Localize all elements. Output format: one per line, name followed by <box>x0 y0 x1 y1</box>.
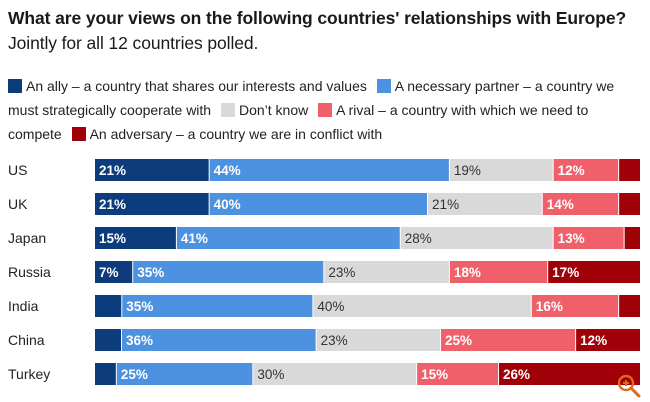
data-label-turkey-adversary: 26% <box>503 367 530 382</box>
data-label-us-ally: 21% <box>99 163 126 178</box>
data-label-uk-ally: 21% <box>99 197 126 212</box>
legend-label-rival: A rival – a country with which we need t… <box>8 102 589 142</box>
bar-us-dont-know <box>449 159 553 181</box>
data-label-us-dont-know: 19% <box>454 163 481 178</box>
data-label-china-dont-know: 23% <box>321 333 348 348</box>
bar-us-ally <box>95 159 209 181</box>
data-label-turkey-partner: 25% <box>121 367 148 382</box>
bar-russia-partner <box>133 261 324 283</box>
bar-india-adversary <box>619 295 640 317</box>
category-label-india: India <box>8 298 39 314</box>
data-label-turkey-rival: 15% <box>421 367 448 382</box>
data-label-japan-partner: 41% <box>181 231 208 246</box>
chart-title-bold: What are your views on the following cou… <box>8 8 627 28</box>
data-label-india-partner: 35% <box>126 299 153 314</box>
bar-china-partner <box>122 329 316 351</box>
data-label-us-rival: 12% <box>558 163 585 178</box>
bar-uk-adversary <box>619 193 640 215</box>
bar-us-partner <box>209 159 449 181</box>
data-label-japan-ally: 15% <box>99 231 126 246</box>
chart-title: What are your views on the following cou… <box>8 6 638 56</box>
legend-label-ally: An ally – a country that shares our inte… <box>26 78 367 94</box>
bar-india-dont-know <box>313 295 531 317</box>
bar-india-rival <box>531 295 619 317</box>
data-label-uk-partner: 40% <box>214 197 241 212</box>
category-label-china: China <box>8 332 45 348</box>
category-label-japan: Japan <box>8 230 46 246</box>
bar-china-rival <box>440 329 576 351</box>
bar-uk-ally <box>95 193 209 215</box>
bar-china-adversary <box>576 329 640 351</box>
legend-swatch-rival <box>318 103 333 117</box>
data-label-russia-dont-know: 23% <box>328 265 355 280</box>
data-label-russia-partner: 35% <box>137 265 164 280</box>
category-label-us: US <box>8 162 27 178</box>
bar-china-dont-know <box>316 329 440 351</box>
bar-japan-rival <box>553 227 624 249</box>
legend-item-dont-know: Don’t know <box>220 102 309 118</box>
bar-japan-partner <box>176 227 400 249</box>
legend-label-adversary: An adversary – a country we are in confl… <box>89 126 383 142</box>
data-label-japan-dont-know: 28% <box>405 231 432 246</box>
data-label-turkey-dont-know: 30% <box>257 367 284 382</box>
data-label-china-adversary: 12% <box>580 333 607 348</box>
bar-russia-dont-know <box>324 261 449 283</box>
bar-china-ally <box>95 329 122 351</box>
bar-india-partner <box>122 295 313 317</box>
legend-label-partner: A necessary partner – a country we must … <box>8 78 615 118</box>
category-label-russia: Russia <box>8 264 51 280</box>
data-label-russia-rival: 18% <box>454 265 481 280</box>
legend-item-ally: An ally – a country that shares our inte… <box>8 78 367 94</box>
data-label-russia-adversary: 17% <box>552 265 579 280</box>
data-label-china-rival: 25% <box>445 333 472 348</box>
bar-uk-partner <box>209 193 428 215</box>
data-label-russia-ally: 7% <box>99 265 119 280</box>
bar-russia-ally <box>95 261 133 283</box>
legend-swatch-adversary <box>71 127 86 141</box>
data-label-japan-rival: 13% <box>558 231 585 246</box>
magnifier-icon[interactable] <box>616 373 642 399</box>
bar-turkey-adversary <box>499 363 640 385</box>
bar-russia-rival <box>449 261 548 283</box>
data-label-uk-dont-know: 21% <box>432 197 459 212</box>
bar-us-adversary <box>619 159 640 181</box>
bar-japan-adversary <box>624 227 640 249</box>
bar-india-ally <box>95 295 122 317</box>
bar-turkey-dont-know <box>253 363 417 385</box>
bar-turkey-ally <box>95 363 116 385</box>
bar-uk-rival <box>542 193 619 215</box>
data-label-uk-rival: 14% <box>547 197 574 212</box>
legend-item-adversary: An adversary – a country we are in confl… <box>71 126 383 142</box>
bar-japan-ally <box>95 227 176 249</box>
bar-japan-dont-know <box>400 227 553 249</box>
bar-russia-adversary <box>548 261 640 283</box>
legend-swatch-partner <box>376 79 391 93</box>
bar-uk-dont-know <box>428 193 542 215</box>
data-label-china-partner: 36% <box>126 333 153 348</box>
legend-swatch-dont-know <box>220 103 235 117</box>
category-label-uk: UK <box>8 196 28 212</box>
legend-item-rival: A rival – a country with which we need t… <box>8 102 588 142</box>
data-label-us-partner: 44% <box>214 163 241 178</box>
bar-turkey-partner <box>116 363 253 385</box>
category-label-turkey: Turkey <box>8 366 50 382</box>
legend: An ally – a country that shares our inte… <box>8 74 648 146</box>
data-label-india-dont-know: 40% <box>317 299 344 314</box>
data-label-india-rival: 16% <box>536 299 563 314</box>
bar-turkey-rival <box>417 363 499 385</box>
legend-item-partner: A necessary partner – a country we must … <box>8 78 614 118</box>
bar-us-rival <box>553 159 619 181</box>
chart-title-rest: Jointly for all 12 countries polled. <box>8 33 259 53</box>
legend-swatch-ally <box>8 79 22 93</box>
legend-label-dont-know: Don’t know <box>238 102 309 118</box>
